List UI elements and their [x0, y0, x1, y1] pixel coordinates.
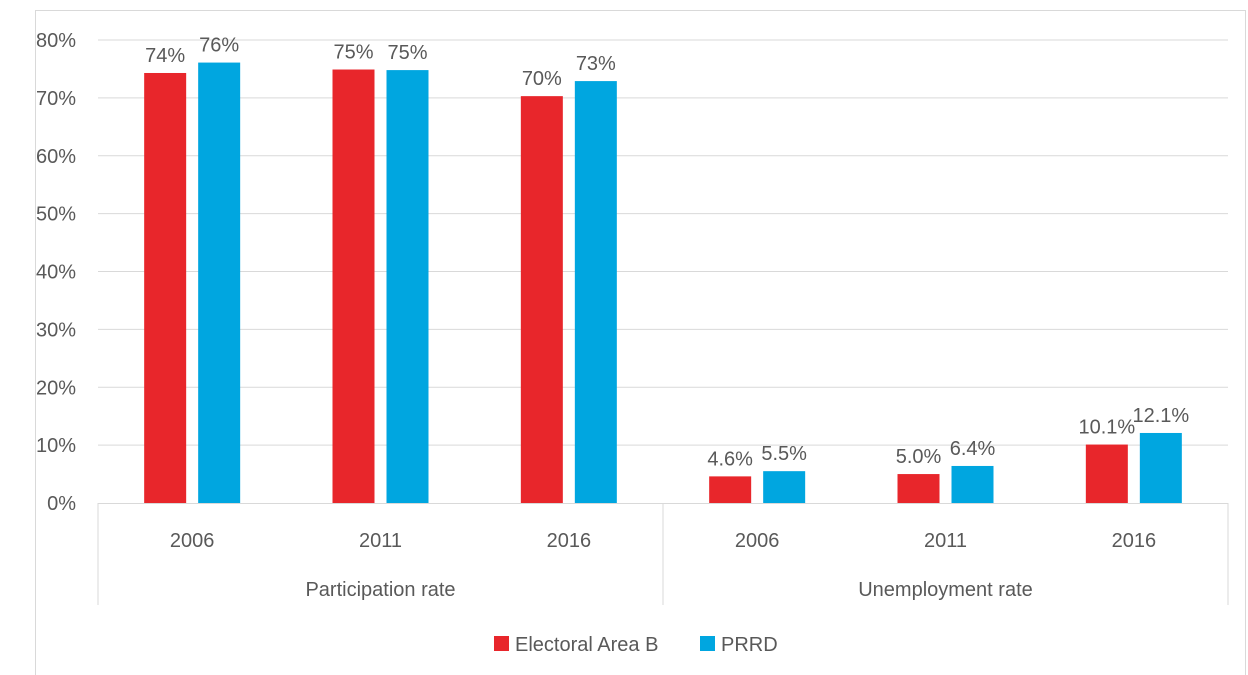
data-label: 5.5% — [761, 443, 807, 465]
data-label: 4.6% — [707, 448, 753, 470]
data-label: 5.0% — [896, 446, 942, 468]
data-label: 12.1% — [1132, 405, 1189, 427]
data-label: 70% — [522, 68, 562, 90]
y-tick-label: 40% — [36, 262, 76, 284]
x-tick-label: 2006 — [170, 530, 215, 552]
bars — [144, 62, 1182, 504]
legend: Electoral Area B PRRD — [494, 634, 778, 656]
y-tick-label: 70% — [36, 88, 76, 110]
x-tick-label: 2016 — [547, 530, 592, 552]
x-tick-label: 2011 — [924, 530, 967, 552]
data-label: 74% — [145, 45, 185, 67]
data-label: 75% — [333, 42, 373, 64]
x-tick-label: 2011 — [359, 530, 402, 552]
bar — [520, 96, 563, 504]
x-tick-label: 2006 — [735, 530, 780, 552]
y-tick-label: 20% — [36, 377, 76, 399]
bar — [1139, 432, 1182, 503]
chart-border — [35, 10, 1246, 675]
y-tick-label: 80% — [36, 30, 76, 52]
bar — [709, 476, 752, 503]
legend-swatch — [700, 636, 715, 651]
bar — [897, 474, 940, 503]
x-group-label: Unemployment rate — [858, 579, 1033, 601]
bar — [386, 70, 429, 503]
legend-swatch — [494, 636, 509, 651]
bar — [574, 81, 617, 503]
y-tick-label: 60% — [36, 146, 76, 168]
data-label: 76% — [199, 35, 239, 57]
y-tick-label: 10% — [36, 435, 76, 457]
x-axis: 2006 2011 2016 2006 2011 2016 Participation ra… — [97, 503, 1229, 605]
data-label: 6.4% — [950, 438, 996, 460]
y-axis-ticks: 0% 10% 20% 30% 40% 50% 60% 70% 80% — [36, 30, 76, 515]
x-group-label: Participation rate — [305, 579, 455, 601]
legend-label: PRRD — [721, 634, 778, 656]
bar — [763, 471, 806, 503]
bar — [144, 72, 187, 504]
bar — [1085, 444, 1128, 503]
data-labels: 74% 75% 70% 4.6% 5.0% 10.1% 76% 75% 73% 5.5% 6.4% 1… — [145, 35, 1189, 471]
y-tick-label: 50% — [36, 204, 76, 226]
y-tick-label: 0% — [47, 493, 76, 515]
bar — [951, 465, 994, 503]
y-tick-label: 30% — [36, 319, 76, 341]
data-label: 73% — [576, 53, 616, 75]
bar — [198, 62, 241, 503]
gridlines — [98, 39, 1228, 446]
data-label: 10.1% — [1078, 417, 1135, 439]
data-label: 75% — [387, 42, 427, 64]
bar — [332, 69, 375, 504]
legend-label: Electoral Area B — [515, 634, 658, 656]
x-tick-label: 2016 — [1112, 530, 1157, 552]
